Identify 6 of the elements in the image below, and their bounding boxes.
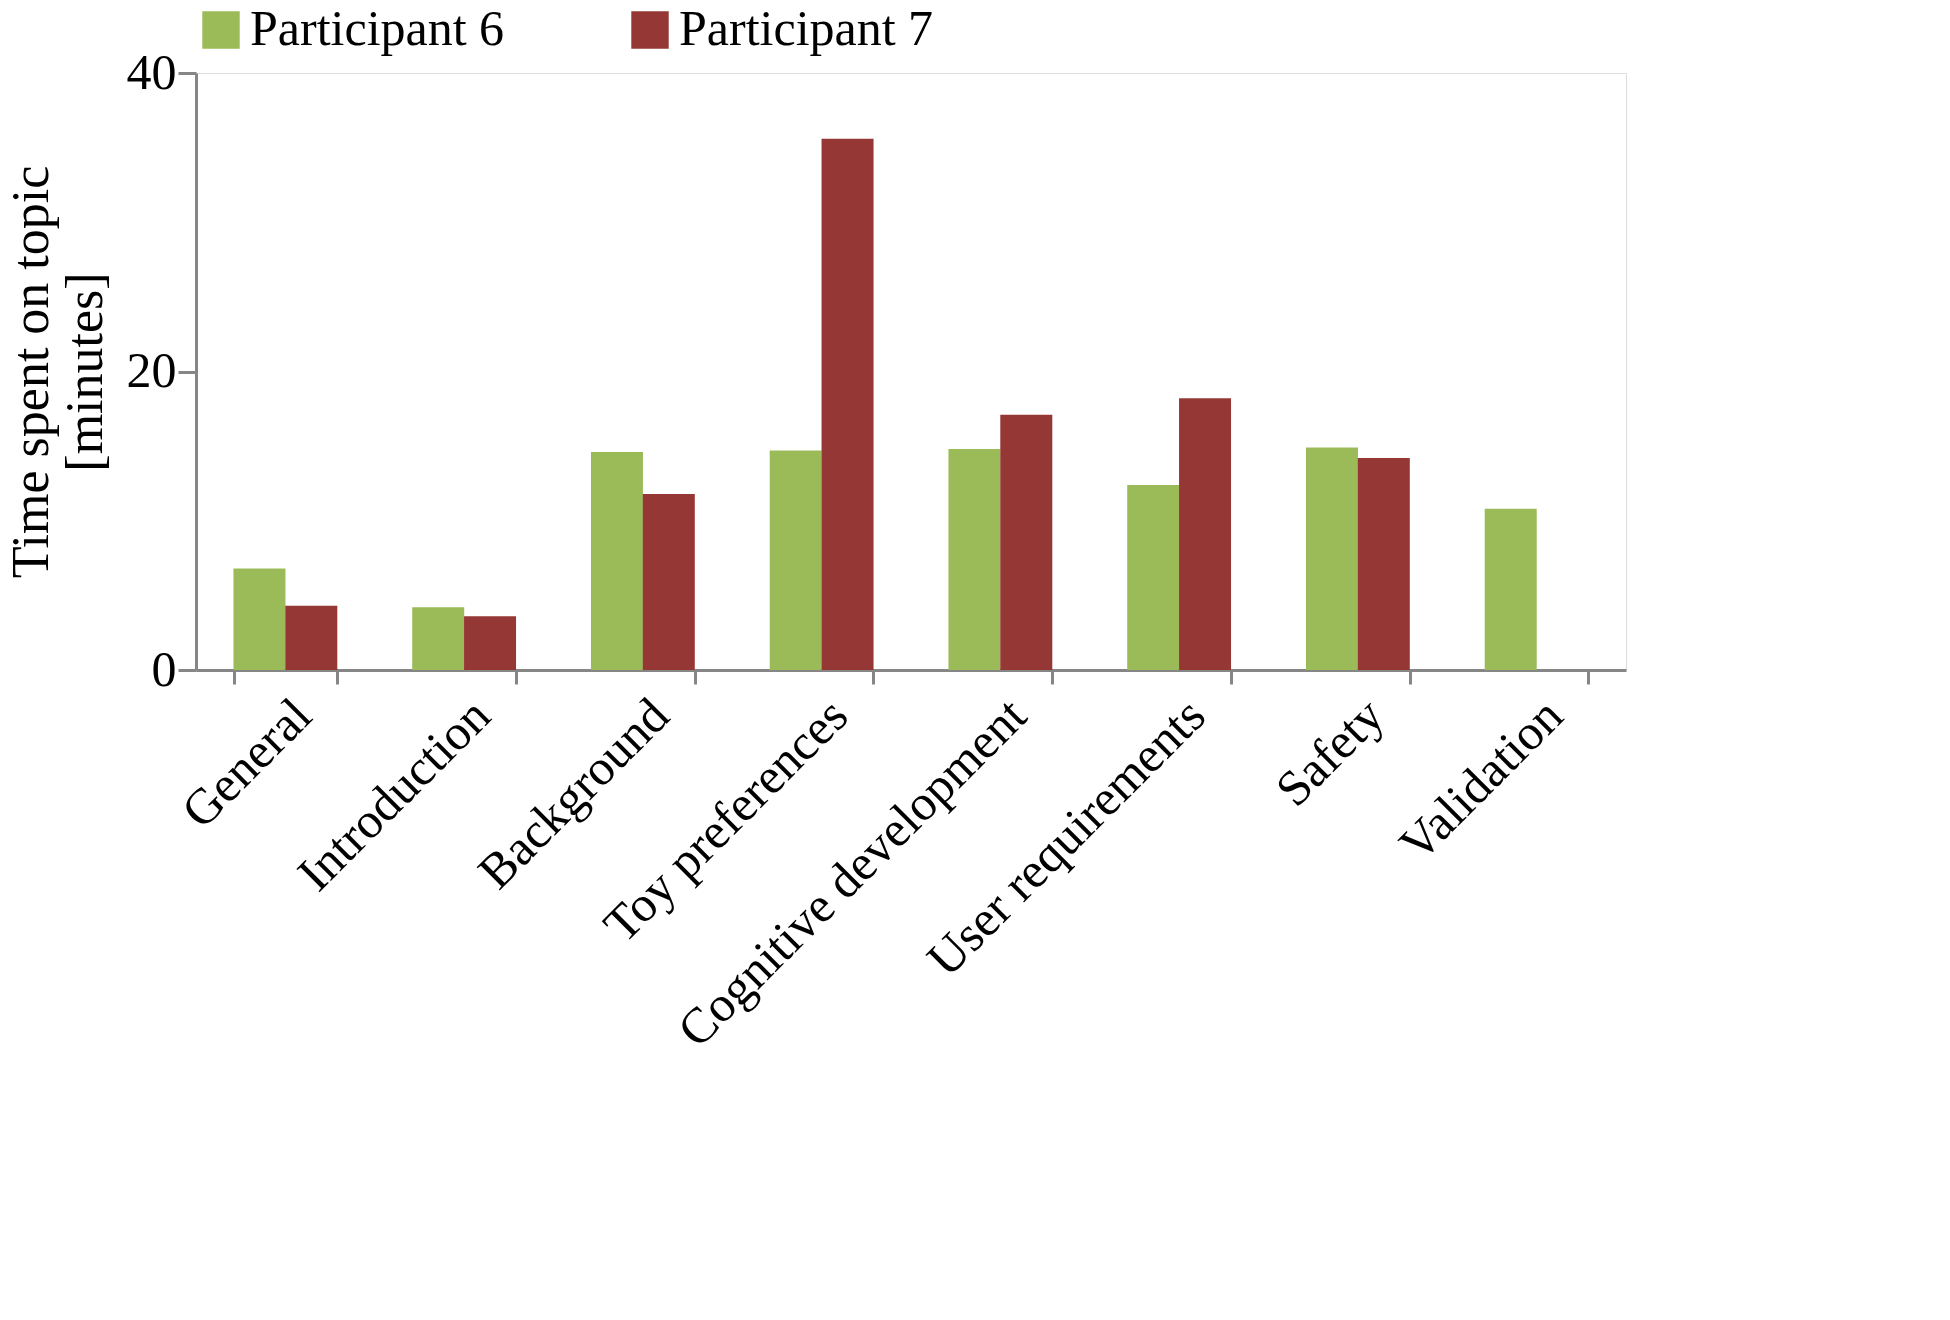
y-tick-label: 40 xyxy=(126,43,177,100)
y-tick-label: 20 xyxy=(126,342,177,398)
legend-label: Participant 7 xyxy=(679,0,934,56)
legend-label: Participant 6 xyxy=(250,0,505,56)
y-tick-label: 0 xyxy=(151,640,177,697)
y-axis-title: Time spent on topic [minutes] xyxy=(1,165,113,579)
